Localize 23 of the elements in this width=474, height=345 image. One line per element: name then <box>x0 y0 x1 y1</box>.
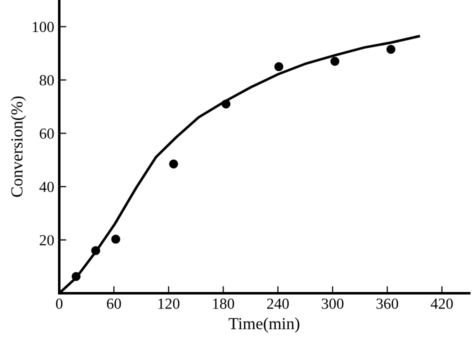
x-tick-label: 180 <box>213 298 234 309</box>
y-tick-label: 80 <box>40 75 54 86</box>
point <box>72 272 81 281</box>
x-tick-label: 60 <box>106 298 121 309</box>
point <box>221 99 230 108</box>
point <box>386 44 396 54</box>
y-tick-label: 40 <box>39 182 54 192</box>
y-tick-label: 100 <box>32 22 54 32</box>
point <box>111 234 120 244</box>
y-axis-title: Conversion(%) <box>10 96 26 197</box>
point <box>274 62 284 72</box>
x-tick-label: 120 <box>158 298 180 309</box>
x-tick-label: 240 <box>267 298 289 309</box>
y-tick-label: 60 <box>40 128 54 139</box>
point <box>91 246 100 256</box>
x-tick-label: 360 <box>376 298 398 309</box>
x-tick-label: 0 <box>56 298 62 309</box>
point <box>330 56 340 66</box>
x-tick-label: 420 <box>430 298 453 309</box>
x-axis-title: Time(min) <box>228 318 300 333</box>
x-tick-label: 300 <box>322 298 344 309</box>
y-tick-label: 20 <box>40 235 54 246</box>
point <box>169 159 178 168</box>
